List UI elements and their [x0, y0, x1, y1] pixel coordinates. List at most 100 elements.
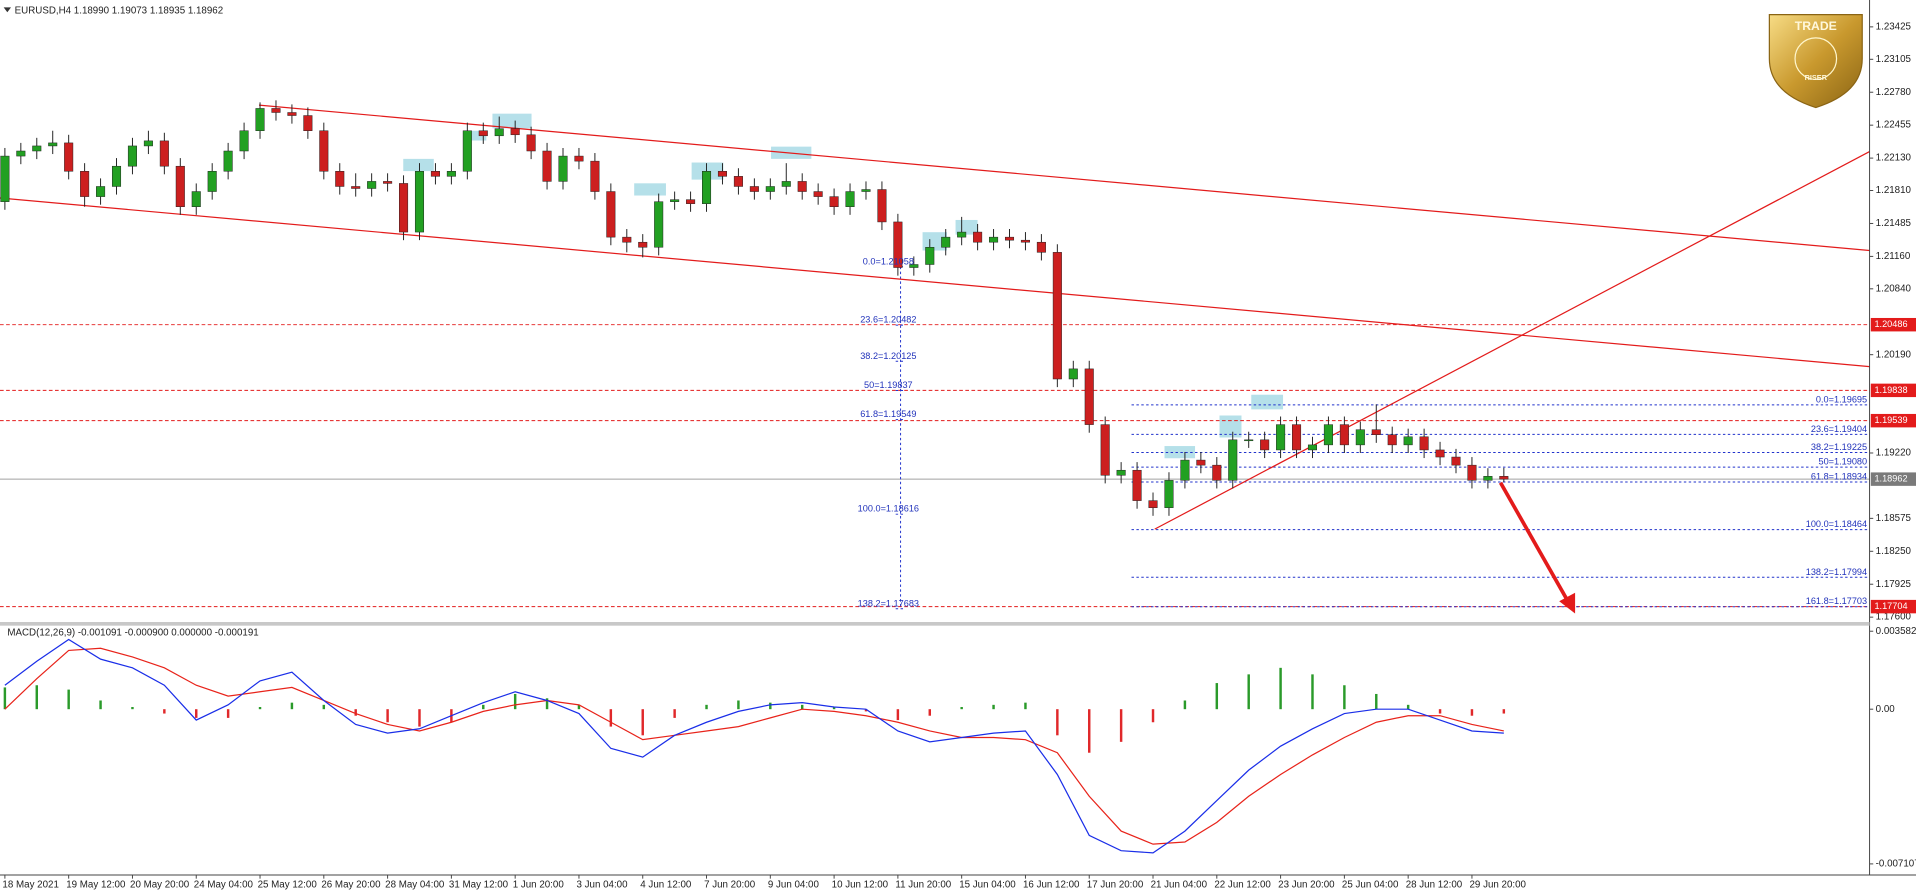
candle-body [143, 140, 153, 147]
macd-title: MACD(12,26,9) -0.001091 -0.000900 0.0000… [7, 628, 258, 639]
candle-body [973, 231, 983, 243]
x-tick-label: 25 May 12:00 [258, 879, 318, 890]
macd-histogram-bar [1311, 674, 1314, 710]
y-tick-label: 1.17925 [1876, 579, 1912, 590]
macd-histogram-bar [832, 707, 836, 710]
fib-label: 38.2=1.19225 [1811, 442, 1867, 452]
macd-histogram-bar [513, 693, 517, 710]
candle-body [1164, 480, 1174, 508]
candle-body [239, 130, 249, 152]
candle-body [414, 171, 425, 233]
y-tick-label: 1.21160 [1876, 251, 1911, 262]
menu-triangle [3, 7, 11, 13]
highlight [403, 158, 434, 172]
x-tick-label: 28 Jun 12:00 [1406, 879, 1463, 890]
x-tick-label: 26 May 20:00 [321, 879, 381, 890]
macd-histogram-bar [1343, 685, 1346, 710]
candle-body [1228, 439, 1238, 481]
candle-body [1132, 469, 1142, 501]
macd-histogram-bar [1056, 709, 1059, 736]
candle-body [191, 191, 201, 207]
candle-body [765, 186, 775, 192]
candle-body [32, 145, 42, 152]
macd-main-line [4, 638, 1504, 854]
candle-body [526, 134, 536, 152]
candle-body [271, 108, 281, 113]
logo-text: RISER [1805, 73, 1828, 82]
candle-body [255, 108, 265, 131]
fib-label: 23.6=1.20482 [860, 315, 916, 325]
highlight [466, 130, 487, 141]
candle-body [1116, 469, 1126, 476]
macd-histogram-bar [3, 687, 7, 710]
candle-body [351, 186, 361, 189]
candle-body [686, 199, 696, 204]
channel-lower [0, 197, 1870, 368]
candle-body [717, 171, 727, 177]
candle-body [127, 145, 137, 167]
macd-histogram-bar [864, 709, 868, 712]
candle-body [510, 128, 520, 136]
candle-body [1419, 436, 1429, 451]
candle-body [1483, 476, 1493, 481]
candle-body [925, 247, 935, 265]
candle-body [494, 128, 504, 137]
x-tick-label: 3 Jun 04:00 [577, 879, 629, 890]
macd-histogram-bar [99, 700, 102, 710]
x-tick-label: 29 Jun 20:00 [1470, 879, 1527, 890]
candle-body [590, 160, 600, 192]
macd-histogram-bar [609, 709, 613, 727]
candle-body [1387, 434, 1397, 446]
x-tick-label: 16 Jun 12:00 [1023, 879, 1080, 890]
last-price-box [1870, 472, 1916, 486]
logo: TRADE RISER [1768, 14, 1863, 109]
macd-histogram-bar [131, 707, 134, 710]
candle-body [399, 183, 409, 233]
x-tick-label: 19 May 12:00 [66, 879, 126, 890]
x-tick-label: 4 Jun 12:00 [640, 879, 692, 890]
candle-body [96, 186, 106, 197]
candle-body [1052, 252, 1062, 380]
fib-label: 0.0=1.21058 [863, 256, 914, 266]
macd-histogram-bar [1088, 709, 1091, 753]
x-tick-label: 28 May 04:00 [385, 879, 445, 890]
x-tick-label: 10 Jun 12:00 [832, 879, 889, 890]
candle-body [1084, 368, 1094, 425]
macd-histogram-bar [226, 709, 230, 718]
y-tick-label: 1.22130 [1876, 153, 1912, 164]
channel-upper [258, 104, 1870, 252]
candle-body [989, 236, 999, 243]
fib-label: 61.8=1.19549 [860, 409, 916, 419]
candle-body [48, 142, 58, 147]
candle-body [781, 181, 791, 187]
candle-body [733, 176, 743, 187]
candle-body [1244, 439, 1254, 442]
macd-histogram-bar [1151, 709, 1155, 723]
candle-body [1355, 429, 1365, 446]
y-tick-label: 1.22780 [1876, 87, 1912, 98]
candle-body [319, 130, 329, 172]
candle-body [654, 201, 664, 248]
candle-body [797, 181, 807, 192]
candle-body [1292, 424, 1302, 451]
macd-histogram-bar [800, 704, 804, 710]
macd-histogram-bar [322, 704, 326, 710]
y-tick-label: 1.21810 [1876, 185, 1912, 196]
macd-histogram-bar [258, 707, 262, 710]
candle-body [80, 171, 90, 197]
candle-body [1467, 464, 1477, 481]
candle-body [813, 191, 823, 197]
y-tick-label: 1.18250 [1876, 546, 1912, 557]
candle-body [1180, 459, 1190, 481]
candle-body [1323, 424, 1333, 446]
macd-histogram-bar [769, 702, 772, 710]
price-level-label: 1.19838 [1874, 385, 1907, 395]
macd-histogram-bar [163, 709, 166, 714]
candle-body [702, 171, 712, 204]
candle-body [478, 130, 488, 137]
x-tick-label: 25 Jun 04:00 [1342, 879, 1399, 890]
macd-histogram-bar [418, 709, 421, 727]
x-tick-label: 31 May 12:00 [449, 879, 509, 890]
